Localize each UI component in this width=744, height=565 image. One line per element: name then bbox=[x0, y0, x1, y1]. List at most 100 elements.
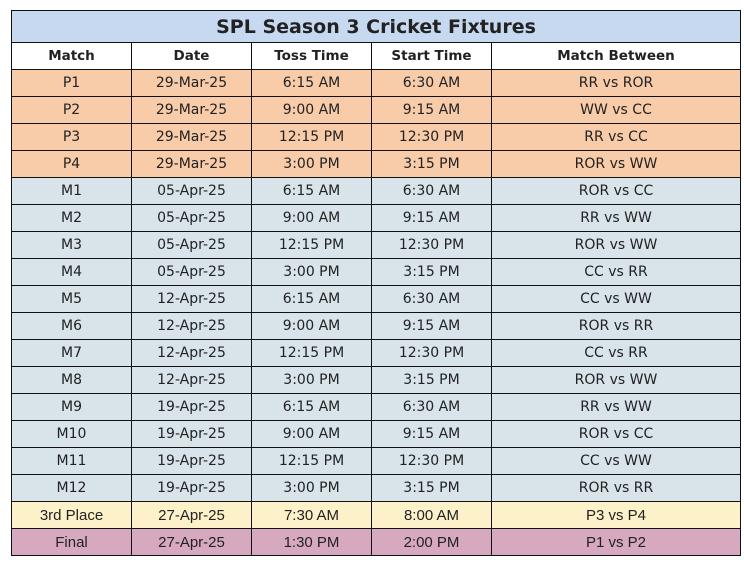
start-time-cell: 12:30 PM bbox=[371, 339, 492, 367]
date-cell: 19-Apr-25 bbox=[131, 420, 252, 448]
match-between-cell: CC vs WW bbox=[491, 285, 741, 313]
fixtures-body: P1 29-Mar-25 6:15 AM 6:30 AM RR vs ROR P2 29-M… bbox=[11, 69, 741, 556]
table-row: 3rd Place 27-Apr-25 7:30 AM 8:00 AM P3 vs P4 bbox=[11, 501, 741, 529]
toss-time-cell: 3:00 PM bbox=[251, 366, 372, 394]
column-header-date: Date bbox=[131, 42, 252, 70]
table-row: M1 05-Apr-25 6:15 AM 6:30 AM ROR vs CC bbox=[11, 177, 741, 205]
match-between-cell: ROR vs WW bbox=[491, 366, 741, 394]
toss-time-cell: 6:15 AM bbox=[251, 393, 372, 421]
match-cell: M3 bbox=[11, 231, 132, 259]
table-row: M10 19-Apr-25 9:00 AM 9:15 AM ROR vs CC bbox=[11, 420, 741, 448]
match-cell: P3 bbox=[11, 123, 132, 151]
match-cell: M10 bbox=[11, 420, 132, 448]
match-between-cell: P3 vs P4 bbox=[491, 501, 741, 529]
date-cell: 27-Apr-25 bbox=[131, 501, 252, 529]
match-cell: P4 bbox=[11, 150, 132, 178]
start-time-cell: 3:15 PM bbox=[371, 150, 492, 178]
column-header-match-between: Match Between bbox=[491, 42, 741, 70]
start-time-cell: 9:15 AM bbox=[371, 204, 492, 232]
date-cell: 12-Apr-25 bbox=[131, 312, 252, 340]
match-cell: M6 bbox=[11, 312, 132, 340]
table-row: Final 27-Apr-25 1:30 PM 2:00 PM P1 vs P2 bbox=[11, 528, 741, 556]
start-time-cell: 6:30 AM bbox=[371, 177, 492, 205]
fixtures-table: SPL Season 3 Cricket Fixtures Match Date… bbox=[11, 10, 741, 556]
date-cell: 19-Apr-25 bbox=[131, 474, 252, 502]
toss-time-cell: 12:15 PM bbox=[251, 231, 372, 259]
start-time-cell: 3:15 PM bbox=[371, 366, 492, 394]
date-cell: 05-Apr-25 bbox=[131, 258, 252, 286]
table-row: P3 29-Mar-25 12:15 PM 12:30 PM RR vs CC bbox=[11, 123, 741, 151]
match-between-cell: CC vs WW bbox=[491, 447, 741, 475]
toss-time-cell: 6:15 AM bbox=[251, 69, 372, 97]
match-cell: M1 bbox=[11, 177, 132, 205]
toss-time-cell: 6:15 AM bbox=[251, 285, 372, 313]
table-row: M3 05-Apr-25 12:15 PM 12:30 PM ROR vs WW bbox=[11, 231, 741, 259]
table-row: P4 29-Mar-25 3:00 PM 3:15 PM ROR vs WW bbox=[11, 150, 741, 178]
match-cell: 3rd Place bbox=[11, 501, 132, 529]
match-between-cell: WW vs CC bbox=[491, 96, 741, 124]
date-cell: 29-Mar-25 bbox=[131, 96, 252, 124]
start-time-cell: 9:15 AM bbox=[371, 420, 492, 448]
date-cell: 05-Apr-25 bbox=[131, 231, 252, 259]
date-cell: 29-Mar-25 bbox=[131, 69, 252, 97]
start-time-cell: 8:00 AM bbox=[371, 501, 492, 529]
start-time-cell: 12:30 PM bbox=[371, 231, 492, 259]
table-title: SPL Season 3 Cricket Fixtures bbox=[11, 10, 741, 43]
date-cell: 27-Apr-25 bbox=[131, 528, 252, 556]
start-time-cell: 6:30 AM bbox=[371, 285, 492, 313]
table-row: P2 29-Mar-25 9:00 AM 9:15 AM WW vs CC bbox=[11, 96, 741, 124]
title-row: SPL Season 3 Cricket Fixtures bbox=[11, 10, 741, 43]
match-cell: M2 bbox=[11, 204, 132, 232]
match-cell: M9 bbox=[11, 393, 132, 421]
match-between-cell: ROR vs RR bbox=[491, 474, 741, 502]
toss-time-cell: 9:00 AM bbox=[251, 312, 372, 340]
match-between-cell: ROR vs RR bbox=[491, 312, 741, 340]
start-time-cell: 6:30 AM bbox=[371, 393, 492, 421]
match-between-cell: ROR vs WW bbox=[491, 150, 741, 178]
date-cell: 19-Apr-25 bbox=[131, 447, 252, 475]
toss-time-cell: 7:30 AM bbox=[251, 501, 372, 529]
match-cell: M4 bbox=[11, 258, 132, 286]
table-row: M11 19-Apr-25 12:15 PM 12:30 PM CC vs WW bbox=[11, 447, 741, 475]
toss-time-cell: 12:15 PM bbox=[251, 447, 372, 475]
date-cell: 12-Apr-25 bbox=[131, 339, 252, 367]
start-time-cell: 6:30 AM bbox=[371, 69, 492, 97]
date-cell: 19-Apr-25 bbox=[131, 393, 252, 421]
toss-time-cell: 9:00 AM bbox=[251, 204, 372, 232]
start-time-cell: 9:15 AM bbox=[371, 96, 492, 124]
start-time-cell: 3:15 PM bbox=[371, 258, 492, 286]
match-between-cell: P1 vs P2 bbox=[491, 528, 741, 556]
toss-time-cell: 9:00 AM bbox=[251, 420, 372, 448]
match-between-cell: RR vs WW bbox=[491, 204, 741, 232]
table-row: M12 19-Apr-25 3:00 PM 3:15 PM ROR vs RR bbox=[11, 474, 741, 502]
column-header-start-time: Start Time bbox=[371, 42, 492, 70]
toss-time-cell: 6:15 AM bbox=[251, 177, 372, 205]
match-between-cell: ROR vs WW bbox=[491, 231, 741, 259]
match-between-cell: CC vs RR bbox=[491, 339, 741, 367]
header-row: Match Date Toss Time Start Time Match Be… bbox=[11, 42, 741, 70]
start-time-cell: 12:30 PM bbox=[371, 447, 492, 475]
match-cell: Final bbox=[11, 528, 132, 556]
match-cell: P1 bbox=[11, 69, 132, 97]
match-between-cell: ROR vs CC bbox=[491, 177, 741, 205]
table-row: M8 12-Apr-25 3:00 PM 3:15 PM ROR vs WW bbox=[11, 366, 741, 394]
table-row: M4 05-Apr-25 3:00 PM 3:15 PM CC vs RR bbox=[11, 258, 741, 286]
table-row: M6 12-Apr-25 9:00 AM 9:15 AM ROR vs RR bbox=[11, 312, 741, 340]
toss-time-cell: 12:15 PM bbox=[251, 123, 372, 151]
start-time-cell: 12:30 PM bbox=[371, 123, 492, 151]
date-cell: 29-Mar-25 bbox=[131, 123, 252, 151]
table-row: M2 05-Apr-25 9:00 AM 9:15 AM RR vs WW bbox=[11, 204, 741, 232]
match-cell: M12 bbox=[11, 474, 132, 502]
date-cell: 12-Apr-25 bbox=[131, 366, 252, 394]
toss-time-cell: 12:15 PM bbox=[251, 339, 372, 367]
toss-time-cell: 9:00 AM bbox=[251, 96, 372, 124]
column-header-toss-time: Toss Time bbox=[251, 42, 372, 70]
match-cell: M7 bbox=[11, 339, 132, 367]
match-between-cell: ROR vs CC bbox=[491, 420, 741, 448]
match-cell: P2 bbox=[11, 96, 132, 124]
start-time-cell: 2:00 PM bbox=[371, 528, 492, 556]
column-header-match: Match bbox=[11, 42, 132, 70]
table-row: M7 12-Apr-25 12:15 PM 12:30 PM CC vs RR bbox=[11, 339, 741, 367]
match-between-cell: RR vs WW bbox=[491, 393, 741, 421]
date-cell: 12-Apr-25 bbox=[131, 285, 252, 313]
